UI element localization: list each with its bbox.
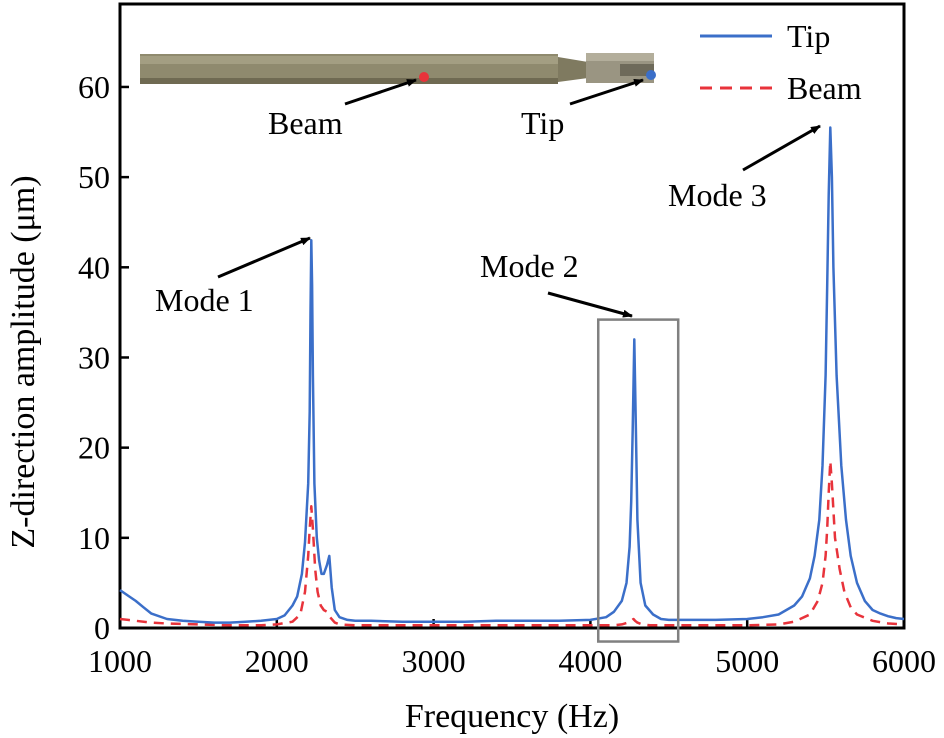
y-tick-label: 0 xyxy=(94,610,110,646)
beam-photo xyxy=(140,53,656,84)
x-tick-label: 6000 xyxy=(872,643,936,679)
photo-tip-arrow xyxy=(569,78,644,106)
mode3-label: Mode 3 xyxy=(668,177,767,213)
mode1-arrow xyxy=(217,236,311,279)
axis-ticks: 1000 2000 3000 4000 5000 6000 0 10 20 30 40 50 60 xyxy=(78,69,936,679)
photo-beam-arrow xyxy=(344,78,417,106)
mode2-arrow xyxy=(547,291,633,318)
photo-tip-label: Tip xyxy=(521,105,564,141)
tip-measurement-point xyxy=(646,70,656,80)
x-tick-label: 1000 xyxy=(88,643,152,679)
mode1-label: Mode 1 xyxy=(155,282,254,318)
photo-beam-label: Beam xyxy=(268,105,343,141)
x-tick-label: 5000 xyxy=(715,643,779,679)
mode2-highlight-box xyxy=(596,318,680,643)
x-axis-title: Frequency (Hz) xyxy=(405,698,619,735)
plot-frame xyxy=(118,2,906,630)
series-line-beam xyxy=(119,459,905,627)
x-tick-label: 3000 xyxy=(402,643,466,679)
legend: Tip Beam xyxy=(700,18,862,106)
x-tick-label: 4000 xyxy=(558,643,622,679)
legend-label-beam: Beam xyxy=(787,70,862,106)
series-line-tip xyxy=(119,126,905,624)
y-tick-label: 30 xyxy=(78,339,110,375)
mode3-arrow xyxy=(742,124,821,172)
y-tick-label: 10 xyxy=(78,520,110,556)
beam-measurement-point xyxy=(419,72,429,82)
y-tick-label: 40 xyxy=(78,249,110,285)
y-axis-title: Z-direction amplitude (μm) xyxy=(5,175,42,548)
y-tick-label: 50 xyxy=(78,159,110,195)
y-tick-label: 20 xyxy=(78,430,110,466)
x-tick-label: 2000 xyxy=(245,643,309,679)
series-layer xyxy=(119,126,905,627)
y-tick-label: 60 xyxy=(78,69,110,105)
legend-label-tip: Tip xyxy=(787,18,830,54)
mode2-label: Mode 2 xyxy=(480,248,579,284)
